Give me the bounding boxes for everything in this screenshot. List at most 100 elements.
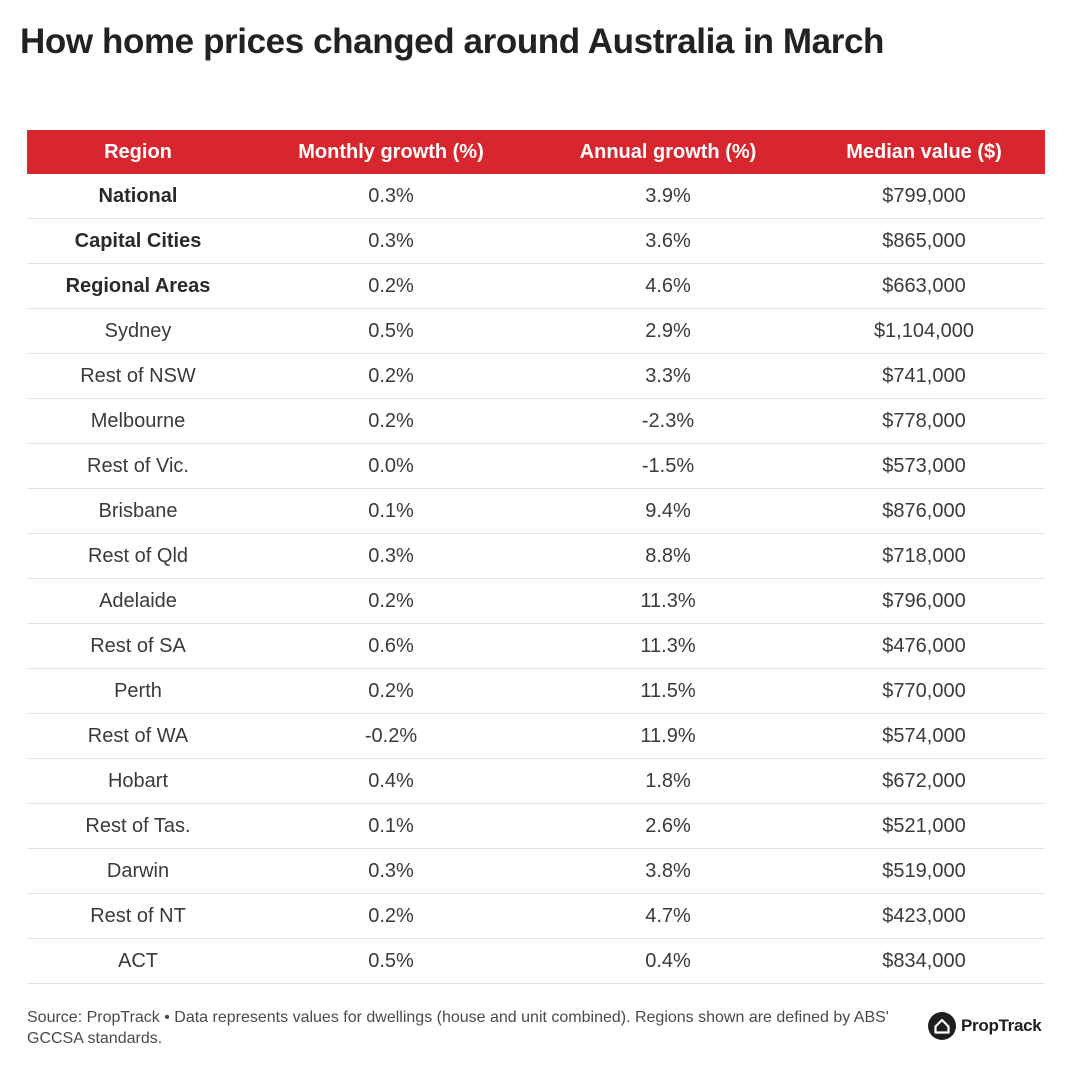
cell-median-value: $476,000	[803, 623, 1045, 669]
cell-monthly-growth: 0.3%	[249, 848, 533, 894]
column-header-monthly-growth: Monthly growth (%)	[298, 140, 484, 163]
table-row: Sydney 0.5% 2.9% $1,104,000	[27, 308, 1045, 354]
cell-median-value: $519,000	[803, 848, 1045, 894]
cell-annual-growth: 11.5%	[533, 668, 803, 714]
table-row: Melbourne 0.2% -2.3% $778,000	[27, 398, 1045, 444]
table-row: Brisbane 0.1% 9.4% $876,000	[27, 488, 1045, 534]
proptrack-logo: PropTrack	[928, 1012, 1042, 1040]
cell-median-value: $741,000	[803, 353, 1045, 399]
cell-monthly-growth: 0.6%	[249, 623, 533, 669]
table-row: Capital Cities 0.3% 3.6% $865,000	[27, 218, 1045, 264]
cell-median-value: $796,000	[803, 578, 1045, 624]
cell-median-value: $423,000	[803, 893, 1045, 939]
cell-region: Rest of SA	[27, 623, 249, 669]
cell-region: Hobart	[27, 758, 249, 804]
cell-annual-growth: 3.3%	[533, 353, 803, 399]
table-row: Adelaide 0.2% 11.3% $796,000	[27, 578, 1045, 624]
cell-annual-growth: 2.9%	[533, 308, 803, 354]
cell-region: Rest of NSW	[27, 353, 249, 399]
cell-monthly-growth: 0.1%	[249, 803, 533, 849]
cell-region: Darwin	[27, 848, 249, 894]
page-title: How home prices changed around Australia…	[20, 22, 884, 61]
cell-monthly-growth: 0.2%	[249, 263, 533, 309]
cell-region: Rest of Qld	[27, 533, 249, 579]
header-row: Region Monthly growth (%) Annual growth …	[27, 130, 1045, 174]
cell-median-value: $799,000	[803, 174, 1045, 219]
cell-region: National	[27, 174, 249, 219]
cell-median-value: $1,104,000	[803, 308, 1045, 354]
cell-median-value: $573,000	[803, 443, 1045, 489]
cell-region: Rest of Tas.	[27, 803, 249, 849]
cell-region: Rest of WA	[27, 713, 249, 759]
table-row: ACT 0.5% 0.4% $834,000	[27, 938, 1045, 984]
cell-median-value: $718,000	[803, 533, 1045, 579]
cell-monthly-growth: 0.3%	[249, 218, 533, 264]
cell-annual-growth: 4.6%	[533, 263, 803, 309]
cell-annual-growth: -1.5%	[533, 443, 803, 489]
cell-median-value: $876,000	[803, 488, 1045, 534]
cell-region: Capital Cities	[27, 218, 249, 264]
cell-annual-growth: 3.6%	[533, 218, 803, 264]
cell-monthly-growth: 0.5%	[249, 308, 533, 354]
cell-annual-growth: 9.4%	[533, 488, 803, 534]
cell-annual-growth: 11.3%	[533, 623, 803, 669]
cell-monthly-growth: 0.2%	[249, 398, 533, 444]
cell-monthly-growth: 0.2%	[249, 578, 533, 624]
cell-median-value: $770,000	[803, 668, 1045, 714]
table-row: Rest of NSW 0.2% 3.3% $741,000	[27, 353, 1045, 399]
cell-annual-growth: 11.3%	[533, 578, 803, 624]
house-logo-icon	[928, 1012, 956, 1040]
cell-monthly-growth: 0.1%	[249, 488, 533, 534]
cell-annual-growth: 3.9%	[533, 174, 803, 219]
cell-monthly-growth: 0.2%	[249, 353, 533, 399]
column-header-median-value: Median value ($)	[846, 140, 1002, 163]
table-row: National 0.3% 3.9% $799,000	[27, 174, 1045, 219]
cell-annual-growth: -2.3%	[533, 398, 803, 444]
table-row: Rest of WA -0.2% 11.9% $574,000	[27, 713, 1045, 759]
cell-median-value: $672,000	[803, 758, 1045, 804]
cell-region: Sydney	[27, 308, 249, 354]
table-header: Region Monthly growth (%) Annual growth …	[27, 130, 1045, 174]
cell-region: Perth	[27, 668, 249, 714]
cell-monthly-growth: 0.5%	[249, 938, 533, 984]
cell-annual-growth: 4.7%	[533, 893, 803, 939]
cell-median-value: $834,000	[803, 938, 1045, 984]
cell-annual-growth: 2.6%	[533, 803, 803, 849]
cell-annual-growth: 1.8%	[533, 758, 803, 804]
column-header-annual-growth: Annual growth (%)	[579, 140, 757, 163]
table-row: Darwin 0.3% 3.8% $519,000	[27, 848, 1045, 894]
cell-annual-growth: 3.8%	[533, 848, 803, 894]
cell-median-value: $574,000	[803, 713, 1045, 759]
table-row: Rest of Vic. 0.0% -1.5% $573,000	[27, 443, 1045, 489]
column-header-region: Region	[104, 140, 172, 163]
cell-monthly-growth: 0.2%	[249, 668, 533, 714]
table-row: Perth 0.2% 11.5% $770,000	[27, 668, 1045, 714]
cell-monthly-growth: 0.3%	[249, 174, 533, 219]
table-body: National 0.3% 3.9% $799,000 Capital Cities 0.…	[27, 174, 1045, 984]
cell-annual-growth: 0.4%	[533, 938, 803, 984]
source-footnote: Source: PropTrack • Data represents valu…	[27, 1009, 889, 1047]
cell-monthly-growth: 0.4%	[249, 758, 533, 804]
table-row: Rest of Qld 0.3% 8.8% $718,000	[27, 533, 1045, 579]
home-prices-table: Region Monthly growth (%) Annual growth …	[27, 130, 1045, 984]
cell-region: Rest of Vic.	[27, 443, 249, 489]
cell-region: Adelaide	[27, 578, 249, 624]
cell-annual-growth: 11.9%	[533, 713, 803, 759]
cell-median-value: $865,000	[803, 218, 1045, 264]
table-row: Rest of NT 0.2% 4.7% $423,000	[27, 893, 1045, 939]
cell-median-value: $778,000	[803, 398, 1045, 444]
cell-annual-growth: 8.8%	[533, 533, 803, 579]
cell-region: ACT	[27, 938, 249, 984]
cell-monthly-growth: 0.3%	[249, 533, 533, 579]
table-row: Hobart 0.4% 1.8% $672,000	[27, 758, 1045, 804]
cell-median-value: $521,000	[803, 803, 1045, 849]
cell-region: Rest of NT	[27, 893, 249, 939]
cell-region: Brisbane	[27, 488, 249, 534]
brand-name: PropTrack	[961, 1016, 1042, 1035]
table-row: Rest of SA 0.6% 11.3% $476,000	[27, 623, 1045, 669]
cell-median-value: $663,000	[803, 263, 1045, 309]
cell-monthly-growth: 0.2%	[249, 893, 533, 939]
cell-region: Melbourne	[27, 398, 249, 444]
cell-monthly-growth: -0.2%	[249, 713, 533, 759]
table-row: Rest of Tas. 0.1% 2.6% $521,000	[27, 803, 1045, 849]
